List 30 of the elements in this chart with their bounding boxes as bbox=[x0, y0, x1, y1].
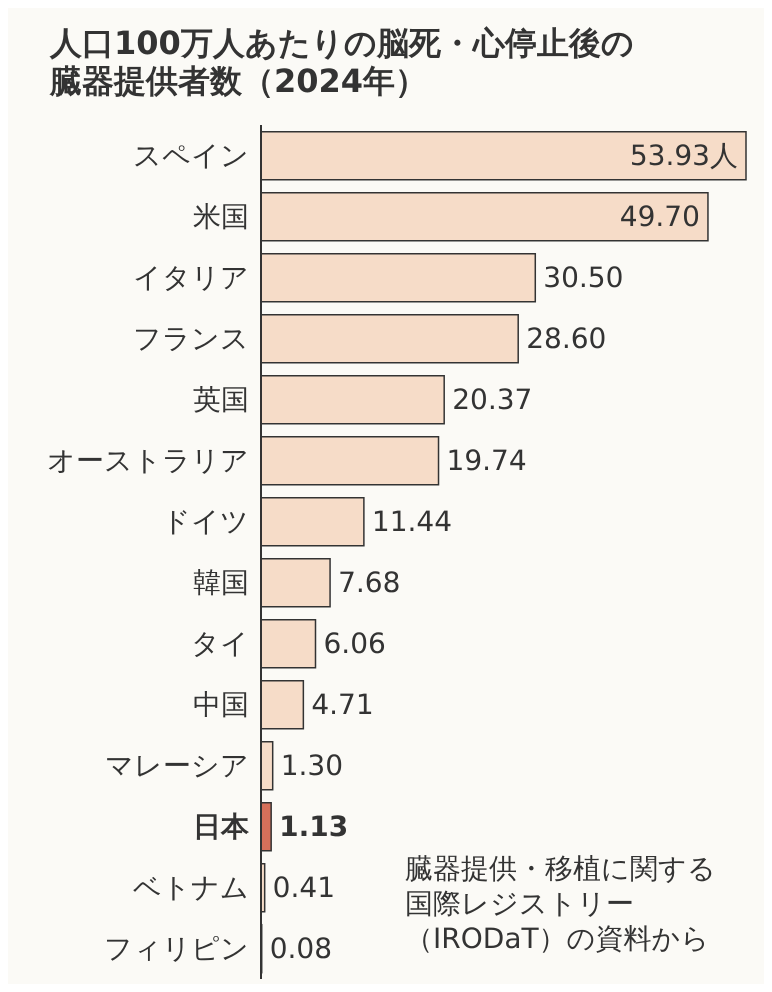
data-label: 11.44 bbox=[372, 505, 452, 538]
y-tick-label: スペイン bbox=[133, 139, 249, 172]
data-label: 20.37 bbox=[452, 383, 532, 416]
data-label: 0.08 bbox=[270, 932, 332, 966]
annotation: 臓器提供・移植に関する国際レジストリー（IRODaT）の資料から bbox=[405, 851, 717, 956]
y-tick-label: 米国 bbox=[193, 200, 249, 233]
y-tick-label: 中国 bbox=[193, 688, 249, 721]
data-label: 30.50 bbox=[543, 261, 624, 294]
y-tick-label: タイ bbox=[191, 627, 249, 660]
y-tick-label: イタリア bbox=[133, 261, 249, 294]
data-label: 7.68 bbox=[338, 566, 400, 600]
y-tick-label: 日本 bbox=[193, 810, 250, 843]
y-tick-label: ベトナム bbox=[133, 871, 249, 904]
y-tick-label: オーストラリア bbox=[47, 444, 249, 477]
data-label: 1.30 bbox=[280, 749, 344, 782]
data-label: 49.70 bbox=[620, 200, 700, 234]
y-tick-label: フランス bbox=[133, 322, 249, 355]
y-tick-label: フィリピン bbox=[104, 932, 249, 965]
data-label: 0.41 bbox=[272, 871, 336, 904]
data-label: 6.06 bbox=[324, 627, 386, 660]
data-label: 19.74 bbox=[446, 444, 527, 478]
data-label: 4.71 bbox=[311, 688, 374, 722]
y-tick-label: 韓国 bbox=[193, 566, 249, 599]
y-tick-label: ドイツ bbox=[162, 505, 249, 538]
data-label: 1.13 bbox=[279, 810, 348, 844]
y-tick-label: 英国 bbox=[193, 383, 249, 416]
data-label: 28.60 bbox=[526, 322, 606, 356]
chart-title: 人口100万人あたりの脳死・心停止後の臓器提供者数（2024年） bbox=[50, 24, 635, 100]
y-tick-label: マレーシア bbox=[105, 749, 249, 782]
data-label: 53.93人 bbox=[630, 139, 738, 172]
